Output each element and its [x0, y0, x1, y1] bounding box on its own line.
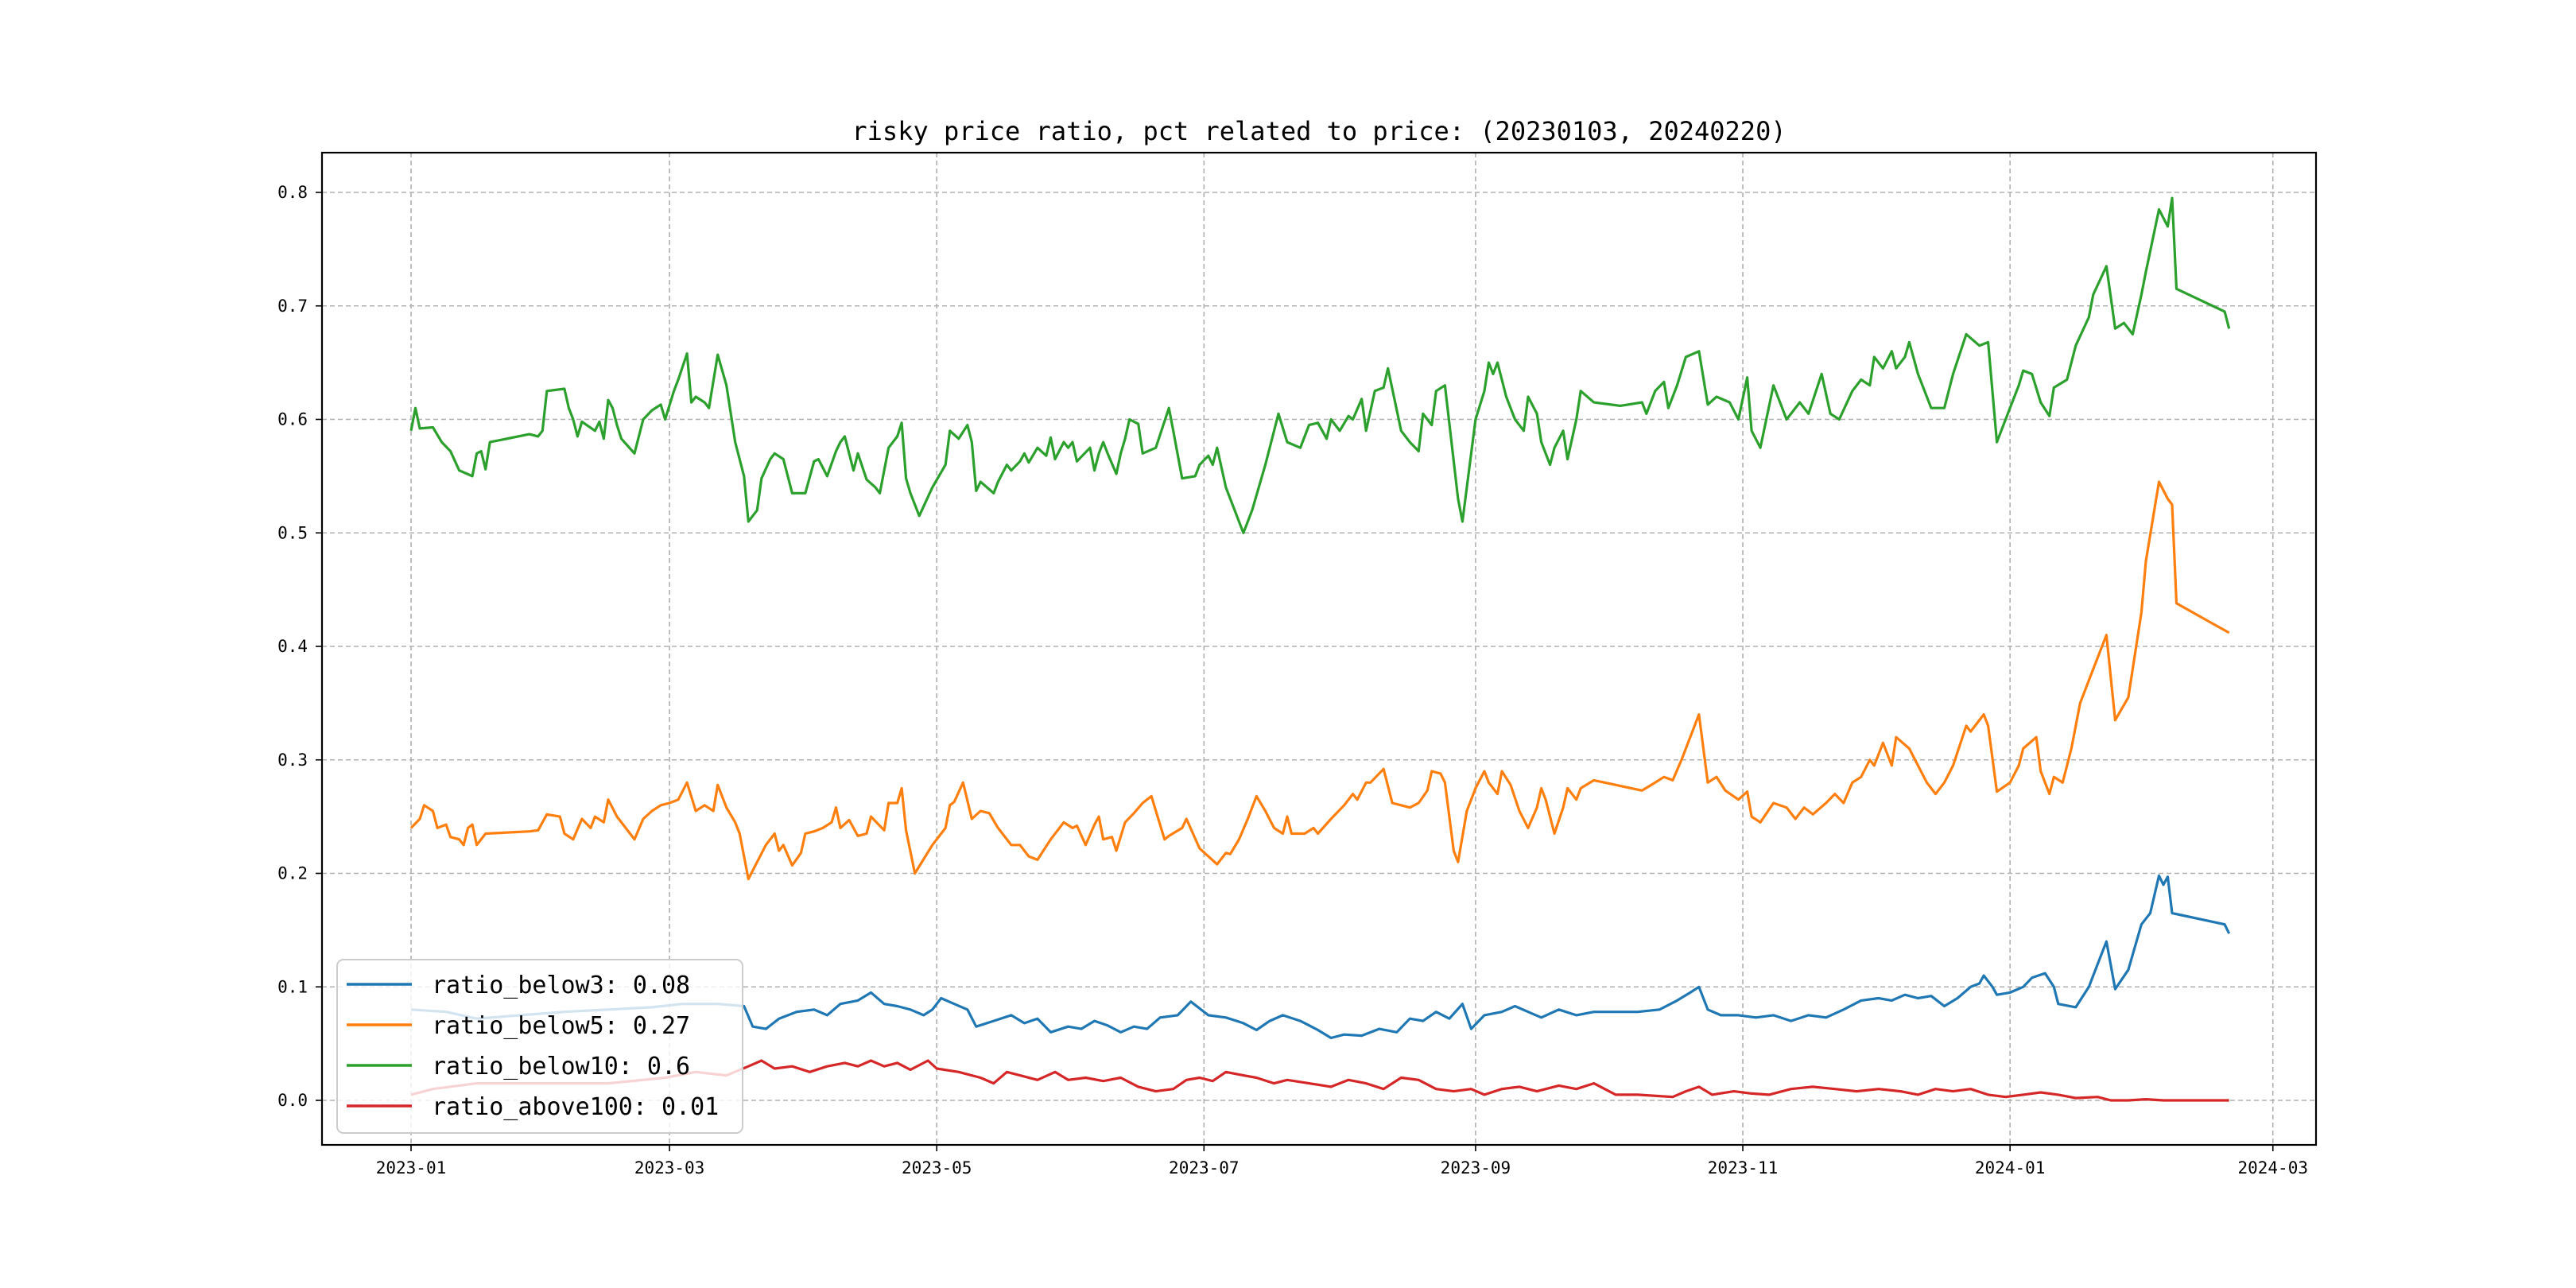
y-tick-label: 0.0: [277, 1091, 308, 1110]
chart-title: risky price ratio, pct related to price:…: [852, 116, 1786, 146]
x-tick-label: 2023-01: [376, 1158, 447, 1177]
axes-frame: [320, 151, 2318, 1146]
legend-label: ratio_below3: 0.08: [432, 972, 690, 999]
x-axis: 2023-01 2023-03 2023-05 2023-07 2023-09 2023-…: [376, 1145, 2308, 1177]
x-tick-label: 2024-03: [2237, 1158, 2308, 1177]
y-tick-label: 0.6: [277, 410, 308, 429]
y-tick-label: 0.5: [277, 523, 308, 542]
y-tick-label: 0.7: [277, 297, 308, 316]
legend-label: ratio_above100: 0.01: [432, 1093, 719, 1121]
legend-box: [336, 959, 743, 1134]
x-tick-label: 2023-05: [902, 1158, 972, 1177]
x-tick-label: 2024-01: [1975, 1158, 2046, 1177]
legend-label: ratio_below5: 0.27: [432, 1012, 690, 1040]
x-tick-label: 2023-11: [1708, 1158, 1779, 1177]
y-tick-label: 0.8: [277, 183, 308, 202]
y-tick-label: 0.1: [277, 977, 308, 996]
series-lines: [409, 196, 2231, 1102]
x-tick-label: 2023-03: [634, 1158, 705, 1177]
series-line-ratio-below3: [410, 874, 2231, 1040]
y-tick-label: 0.3: [277, 751, 308, 770]
series-line-ratio-below10: [409, 196, 2231, 534]
series-line-ratio-above100: [410, 1059, 2229, 1102]
x-tick-label: 2023-09: [1441, 1158, 1511, 1177]
legend-label: ratio_below10: 0.6: [432, 1053, 690, 1080]
y-tick-label: 0.4: [277, 637, 308, 656]
x-tick-label: 2023-07: [1169, 1158, 1240, 1177]
y-tick-label: 0.2: [277, 864, 308, 883]
grid-lines: [322, 153, 2316, 1145]
series-line-ratio-below5: [409, 480, 2230, 881]
y-axis: 0.0 0.1 0.2 0.3 0.4 0.5 0.6 0.7 0.8: [277, 183, 322, 1110]
legend: ratio_below3: 0.08 ratio_below5: 0.27 rati…: [336, 959, 743, 1134]
